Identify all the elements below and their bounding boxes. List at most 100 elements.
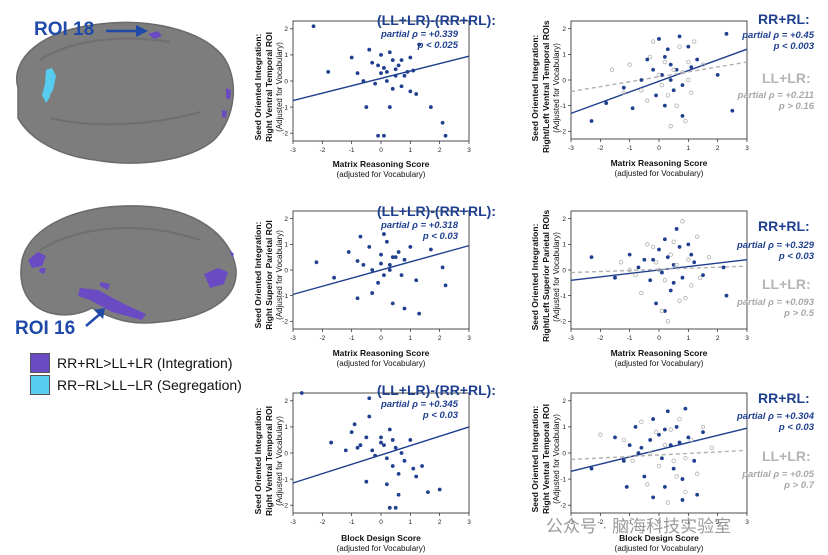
data-point-ll-lr <box>665 319 670 324</box>
data-point <box>379 53 383 57</box>
data-point-ll-lr <box>627 267 632 273</box>
y-axis-label: Seed Oriented Integration: Right Ventral… <box>253 398 285 524</box>
x-tick-label: -2 <box>319 335 325 342</box>
legend-swatch-segregation <box>30 375 50 395</box>
data-point-ll-lr <box>700 62 706 67</box>
data-point <box>314 260 319 265</box>
data-point <box>589 466 594 471</box>
data-point <box>428 247 433 252</box>
data-point <box>402 458 407 463</box>
data-point <box>657 432 661 437</box>
data-point-ll-lr <box>659 82 665 88</box>
x-axis-title: Block Design Score <box>619 533 699 543</box>
data-point <box>343 448 348 453</box>
data-point-ll-lr <box>650 39 656 44</box>
data-point-ll-lr <box>689 90 694 96</box>
data-point-ll-lr <box>630 458 635 464</box>
x-tick-label: 0 <box>379 335 383 342</box>
stat-rho: partial ρ = +0.304 <box>736 411 814 422</box>
x-tick-label: 2 <box>716 335 720 342</box>
data-point <box>367 245 372 249</box>
data-point <box>390 86 395 91</box>
y-axis-subtitle: (Adjusted for Vocabulary) <box>275 416 284 506</box>
data-point <box>662 485 667 489</box>
data-point <box>387 262 392 267</box>
x-axis-title: Block Design Score <box>341 533 421 543</box>
panel-title: (LL+LR)-(RR+RL): <box>377 12 496 28</box>
data-point <box>390 255 395 260</box>
data-point <box>668 288 673 293</box>
data-point <box>701 273 705 278</box>
x-tick-label: 0 <box>379 147 383 154</box>
data-point <box>402 73 407 78</box>
data-point <box>651 495 656 500</box>
data-point <box>721 265 726 270</box>
legend-label: RR−RL>LL−LR (Segregation) <box>57 377 242 393</box>
data-point <box>686 242 691 247</box>
data-point <box>645 57 650 62</box>
y-axis-title: Seed Oriented Integration: <box>530 405 540 513</box>
data-point <box>396 471 401 476</box>
stat-p: p > 0.16 <box>778 101 814 112</box>
data-point <box>399 273 404 278</box>
data-point <box>358 234 363 239</box>
data-point <box>408 55 413 60</box>
stat-rho: partial ρ = +0.329 <box>736 240 814 251</box>
data-point-ll-lr <box>709 445 714 450</box>
data-point-ll-lr <box>674 103 679 108</box>
stat-p: p < 0.025 <box>417 40 458 51</box>
stat-p: p < 0.003 <box>773 41 814 52</box>
data-point <box>689 252 694 257</box>
data-point <box>657 247 661 252</box>
x-tick-label: -1 <box>627 145 633 152</box>
panel-title: (LL+LR)-(RR+RL): <box>377 203 496 219</box>
stat-rho: partial ρ = +0.339 <box>380 29 458 40</box>
stat-p: p < 0.03 <box>778 422 814 433</box>
series-stats-ll-lr: partial ρ = +0.211 p > 0.16 <box>716 90 814 112</box>
data-point <box>621 458 626 463</box>
data-point <box>648 278 653 283</box>
data-point <box>443 283 448 288</box>
data-point <box>414 278 419 283</box>
fit-line <box>570 259 748 281</box>
data-point <box>636 451 641 455</box>
data-point <box>665 255 670 260</box>
roi-18-label: ROI 18 <box>34 19 95 40</box>
x-axis-label: Matrix Reasoning Score (adjusted for Voc… <box>293 159 469 180</box>
legend-item-segregation: RR−RL>LL−LR (Segregation) <box>30 375 242 395</box>
data-point <box>665 409 670 414</box>
data-point <box>402 306 407 311</box>
data-point-ll-lr <box>645 98 650 103</box>
stat-rho: partial ρ = +0.345 <box>380 399 458 410</box>
data-point <box>399 84 404 89</box>
x-tick-label: -1 <box>349 147 355 154</box>
data-point <box>692 458 697 463</box>
fit-line <box>292 426 470 484</box>
data-point <box>379 252 383 257</box>
fit-line-ll-lr <box>570 265 748 274</box>
stat-rho: partial ρ = +0.05 <box>742 469 814 480</box>
data-point <box>379 71 383 76</box>
x-axis-subtitle: (adjusted for Vocabulary) <box>614 169 704 178</box>
data-point <box>411 466 416 471</box>
data-point <box>382 443 386 448</box>
y-axis-subtitle: (Adjusted for Vocabulary) <box>552 232 561 322</box>
data-point-ll-lr <box>692 39 697 44</box>
data-point <box>367 47 372 52</box>
x-axis-subtitle: (adjusted for Vocabulary) <box>614 359 704 368</box>
data-point <box>376 280 380 285</box>
x-tick-label: 1 <box>409 335 413 342</box>
data-point-ll-lr <box>677 416 682 422</box>
data-point <box>396 250 401 254</box>
data-point <box>376 63 380 68</box>
data-point <box>642 474 647 479</box>
y-axis-title-2: Right Superior Parietal ROI <box>264 220 274 330</box>
data-point-ll-lr <box>683 456 688 461</box>
data-point-ll-lr <box>683 489 688 495</box>
data-point <box>364 435 369 440</box>
data-point <box>648 438 653 442</box>
data-point-ll-lr <box>694 471 700 477</box>
data-point <box>393 255 398 260</box>
y-tick-label: 2 <box>562 26 566 33</box>
data-point <box>613 435 617 440</box>
